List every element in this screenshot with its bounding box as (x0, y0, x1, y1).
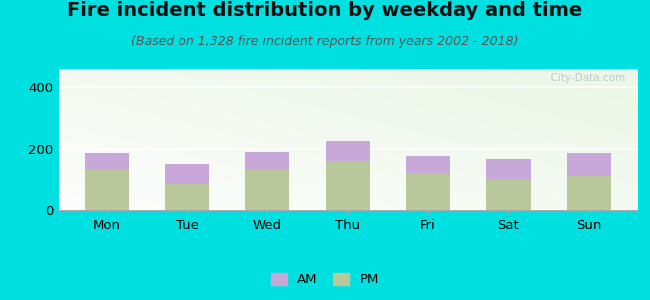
Bar (406, 156, 450, 173)
Bar (84, 153, 129, 170)
Text: (Based on 1,328 fire incident reports from years 2002 - 2018): (Based on 1,328 fire incident reports fr… (131, 34, 519, 47)
Bar (165, 184, 209, 210)
Bar (406, 173, 450, 210)
Bar (567, 153, 611, 176)
Bar (245, 152, 289, 170)
Bar (84, 170, 129, 210)
Bar (165, 164, 209, 184)
Bar (245, 170, 289, 210)
Bar (486, 179, 530, 210)
Bar (486, 159, 530, 179)
Bar (326, 161, 370, 210)
Bar (567, 176, 611, 210)
Text: Fire incident distribution by weekday and time: Fire incident distribution by weekday an… (68, 2, 582, 20)
Bar (326, 141, 370, 161)
Legend: AM, PM: AM, PM (266, 269, 384, 290)
Text: City-Data.com: City-Data.com (544, 73, 625, 83)
